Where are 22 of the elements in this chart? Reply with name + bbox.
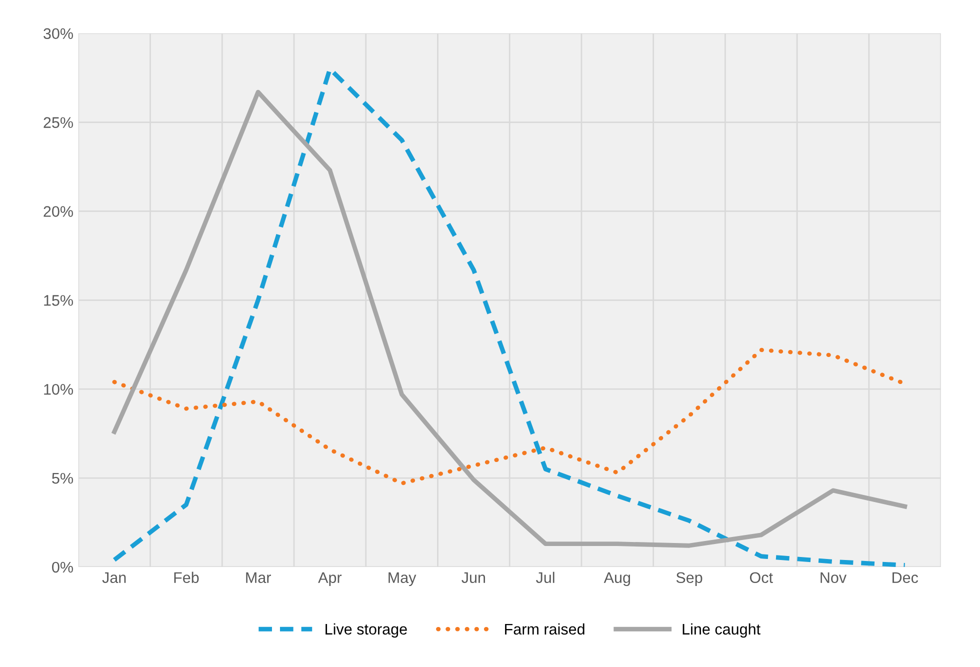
legend-label: Farm raised: [505, 623, 584, 635]
x-tick-label: Jul: [536, 572, 554, 584]
y-tick-label: 20%: [44, 206, 73, 217]
y-tick-label: 30%: [44, 28, 73, 40]
y-tick-label: 10%: [44, 384, 73, 395]
y-tick-label: 15%: [44, 295, 73, 306]
x-tick-label: Jun: [462, 572, 485, 584]
legend-label: Live storage: [326, 623, 407, 638]
y-tick-label: 25%: [44, 117, 73, 128]
x-tick-label: May: [388, 572, 416, 586]
legend-label: Line caught: [682, 623, 760, 638]
x-tick-label: Apr: [318, 572, 342, 586]
x-tick-label: Aug: [604, 572, 630, 586]
y-tick-label: 5%: [52, 472, 73, 484]
x-tick-label: Feb: [174, 572, 199, 584]
y-tick-label: 0%: [52, 562, 73, 573]
x-tick-label: Jan: [102, 572, 126, 584]
x-tick-label: Mar: [246, 572, 271, 584]
x-tick-label: Nov: [820, 572, 847, 584]
x-tick-label: Sep: [676, 572, 702, 586]
x-tick-label: Dec: [892, 572, 918, 584]
x-tick-label: Oct: [750, 572, 773, 584]
